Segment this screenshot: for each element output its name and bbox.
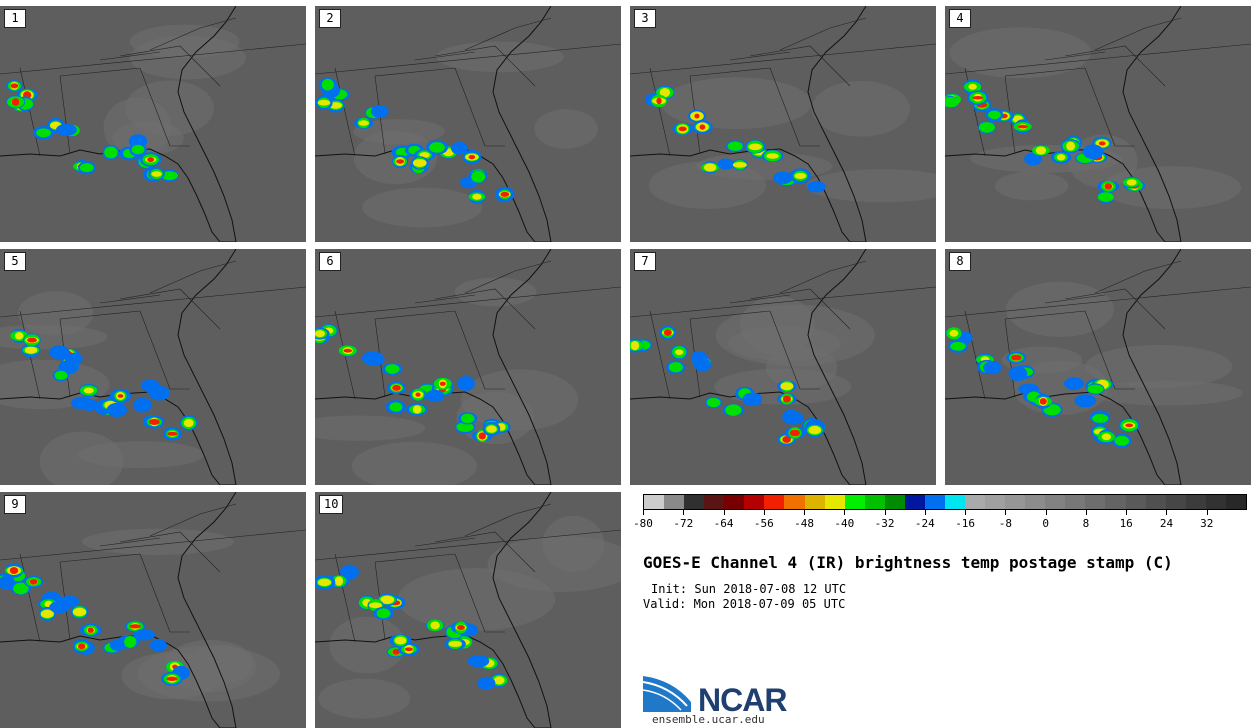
map-graphic [0, 6, 306, 242]
colorbar-tick [844, 510, 846, 515]
colorbar-tick [723, 510, 725, 515]
colorbar-tick-label: -56 [753, 517, 774, 530]
map-panel-7: 7 [630, 249, 936, 485]
colorbar-swatch [924, 495, 945, 509]
panel-label: 9 [4, 495, 26, 514]
colorbar-tick [1126, 510, 1128, 515]
map-graphic [945, 6, 1251, 242]
colorbar-tick-label: 32 [1200, 517, 1214, 530]
logo-wordmark: NCAR [698, 682, 787, 718]
colorbar-tick [683, 510, 685, 515]
colorbar-swatch [1105, 495, 1126, 509]
colorbar-tick-label: 8 [1082, 517, 1090, 530]
colorbar-swatch [844, 495, 865, 509]
colorbar-tick [884, 510, 886, 515]
valid-time: Valid: Mon 2018-07-09 05 UTC [643, 597, 846, 611]
colorbar-swatch [1225, 495, 1246, 509]
colorbar-tick [924, 510, 926, 515]
init-time: Init: Sun 2018-07-08 12 UTC [651, 582, 847, 596]
colorbar-swatch [704, 495, 725, 509]
colorbar-tick-label: 0 [1042, 517, 1049, 530]
colorbar-swatch [944, 495, 965, 509]
panel-label: 3 [634, 9, 656, 28]
colorbar-swatch [1145, 495, 1166, 509]
map-graphic [315, 249, 621, 485]
colorbar-swatch [784, 495, 805, 509]
colorbar-tick-label: -24 [914, 517, 935, 530]
colorbar-swatch [744, 495, 765, 509]
colorbar-swatch [664, 495, 685, 509]
map-panel-4: 4 [945, 6, 1251, 242]
logo-url: ensemble.ucar.edu [652, 713, 765, 726]
map-panel-5: 5 [0, 249, 306, 485]
map-panel-9: 9 [0, 492, 306, 728]
map-panel-2: 2 [315, 6, 621, 242]
map-panel-10: 10 [315, 492, 621, 728]
panel-label: 2 [319, 9, 341, 28]
colorbar-swatch [1165, 495, 1186, 509]
map-graphic [315, 492, 621, 728]
colorbar-tick [804, 510, 806, 515]
colorbar-tick-label: -16 [955, 517, 976, 530]
colorbar-tick-label: -72 [673, 517, 694, 530]
colorbar-tick-label: -64 [713, 517, 734, 530]
panel-label: 8 [949, 252, 971, 271]
map-panel-8: 8 [945, 249, 1251, 485]
colorbar-swatch [1065, 495, 1086, 509]
colorbar-tick [965, 510, 967, 515]
colorbar-swatch [644, 495, 665, 509]
colorbar-swatch [884, 495, 905, 509]
colorbar-swatch [1005, 495, 1026, 509]
map-graphic [630, 6, 936, 242]
colorbar-tick [1005, 510, 1007, 515]
panel-label: 10 [319, 495, 344, 514]
colorbar-tick-label: -80 [633, 517, 653, 530]
colorbar-swatch [904, 495, 925, 509]
colorbar-swatch [965, 495, 986, 509]
colorbar-tick-label: -32 [874, 517, 895, 530]
figure-title: GOES-E Channel 4 (IR) brightness temp po… [643, 553, 1173, 572]
colorbar-swatch [824, 495, 845, 509]
colorbar-swatch [1025, 495, 1046, 509]
colorbar-tick-label: -40 [834, 517, 855, 530]
colorbar-swatch [1205, 495, 1226, 509]
colorbar-tick-label: 16 [1119, 517, 1133, 530]
map-panel-3: 3 [630, 6, 936, 242]
map-graphic [630, 249, 936, 485]
panel-label: 6 [319, 252, 341, 271]
colorbar-swatch [1045, 495, 1066, 509]
panel-label: 4 [949, 9, 971, 28]
colorbar-tick [1045, 510, 1047, 515]
colorbar-swatch [985, 495, 1006, 509]
colorbar-swatch [864, 495, 885, 509]
colorbar-tick [1206, 510, 1208, 515]
colorbar-swatch [1085, 495, 1106, 509]
panel-label: 5 [4, 252, 26, 271]
colorbar-tick [643, 510, 644, 515]
map-panel-6: 6 [315, 249, 621, 485]
colorbar-swatch [764, 495, 785, 509]
map-graphic [0, 249, 306, 485]
map-graphic [315, 6, 621, 242]
colorbar-tick-label: 24 [1159, 517, 1174, 530]
colorbar-tick-label: -8 [998, 517, 1013, 530]
colorbar-swatch [1125, 495, 1146, 509]
colorbar-tick-label: -48 [794, 517, 814, 530]
colorbar [643, 494, 1247, 510]
panel-label: 7 [634, 252, 656, 271]
colorbar-swatch [724, 495, 745, 509]
ncar-logo-icon [643, 676, 691, 712]
colorbar-swatch [804, 495, 825, 509]
colorbar-swatch [1185, 495, 1206, 509]
colorbar-ticks: -80 -72 -64 -56 -48 -40 -32 -24 -16 -8 0 8 16 24 32 [633, 510, 1247, 534]
panel-label: 1 [4, 9, 26, 28]
colorbar-swatch [684, 495, 705, 509]
colorbar-tick [1166, 510, 1168, 515]
colorbar-tick [763, 510, 765, 515]
colorbar-tick [1085, 510, 1087, 515]
map-graphic [945, 249, 1251, 485]
map-panel-1: 1 [0, 6, 306, 242]
map-graphic [0, 492, 306, 728]
